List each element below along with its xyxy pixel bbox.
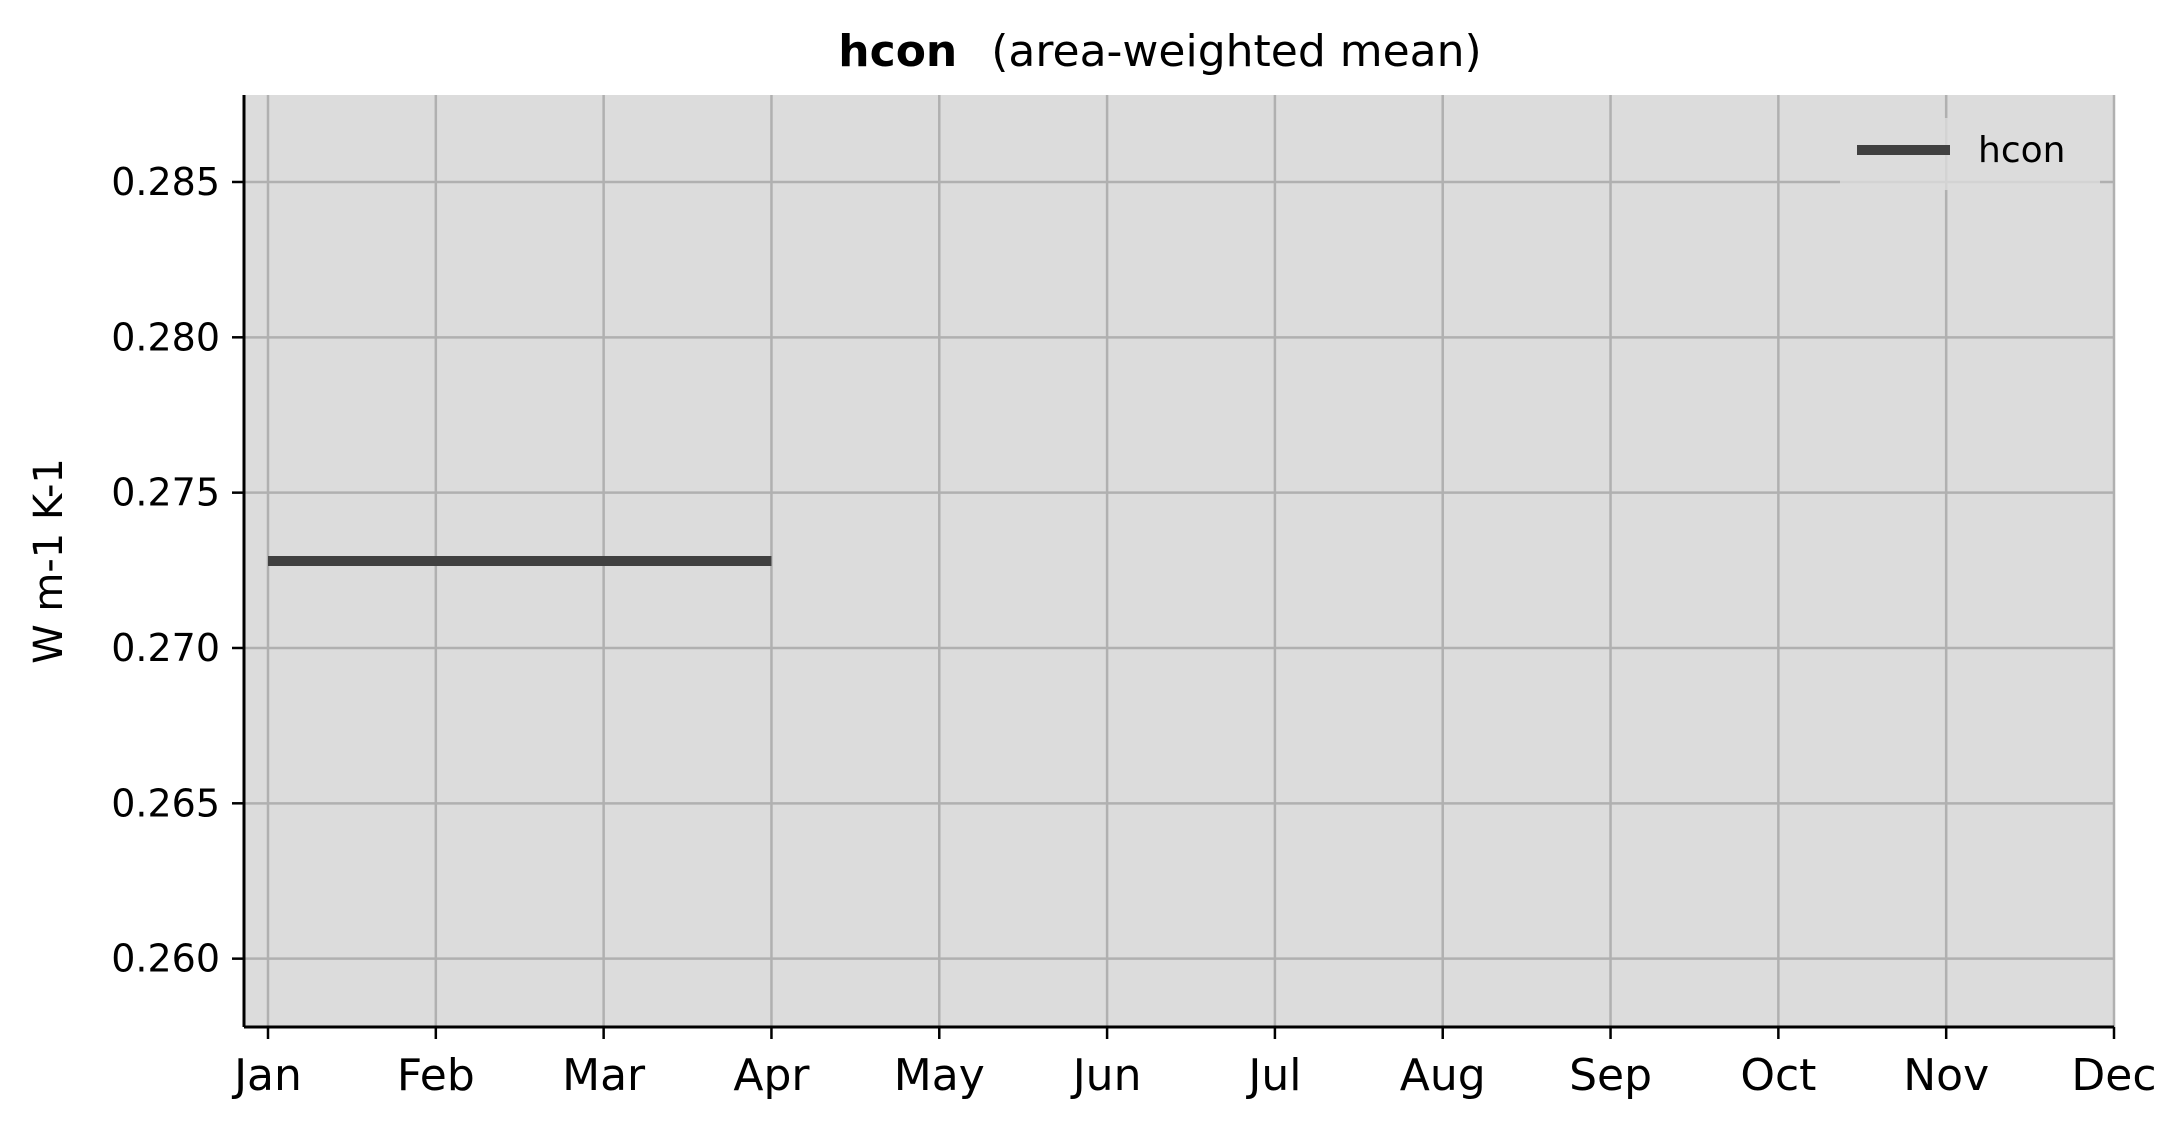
y-tick-label: 0.280: [111, 315, 220, 359]
x-tick-label: Jun: [1070, 1050, 1142, 1101]
y-tick-label: 0.265: [111, 781, 220, 825]
x-tick-label: Jan: [231, 1050, 302, 1101]
x-tick-label: Sep: [1569, 1050, 1652, 1101]
y-axis-label: W m-1 K-1: [26, 458, 72, 664]
y-tick-label: 0.260: [111, 937, 220, 981]
ticks: Jan Feb Mar Apr May Jun Jul Aug Sep Oct Nov Dec 0.26…: [111, 160, 2156, 1101]
x-tick-label: Nov: [1903, 1050, 1989, 1101]
axes: [242, 95, 2114, 1029]
chart-title-rest: (area-weighted mean): [991, 26, 1481, 77]
grid: [244, 95, 2116, 1027]
x-tick-label: Mar: [562, 1050, 646, 1101]
legend: hcon: [1840, 118, 2100, 190]
x-tick-label: Feb: [397, 1050, 475, 1101]
x-tick-label: Dec: [2071, 1050, 2156, 1101]
y-tick-label: 0.270: [111, 626, 220, 670]
x-tick-label: May: [894, 1050, 985, 1101]
x-tick-label: Jul: [1245, 1050, 1301, 1101]
legend-label: hcon: [1978, 130, 2065, 171]
x-tick-label: Apr: [733, 1050, 810, 1101]
y-tick-label: 0.285: [111, 160, 220, 204]
x-tick-label: Aug: [1400, 1050, 1486, 1101]
x-tick-label: Oct: [1740, 1050, 1816, 1101]
y-tick-label: 0.275: [111, 471, 220, 515]
chart-title-bold: hcon: [838, 26, 957, 77]
chart-title: hcon (area-weighted mean): [838, 26, 1481, 77]
